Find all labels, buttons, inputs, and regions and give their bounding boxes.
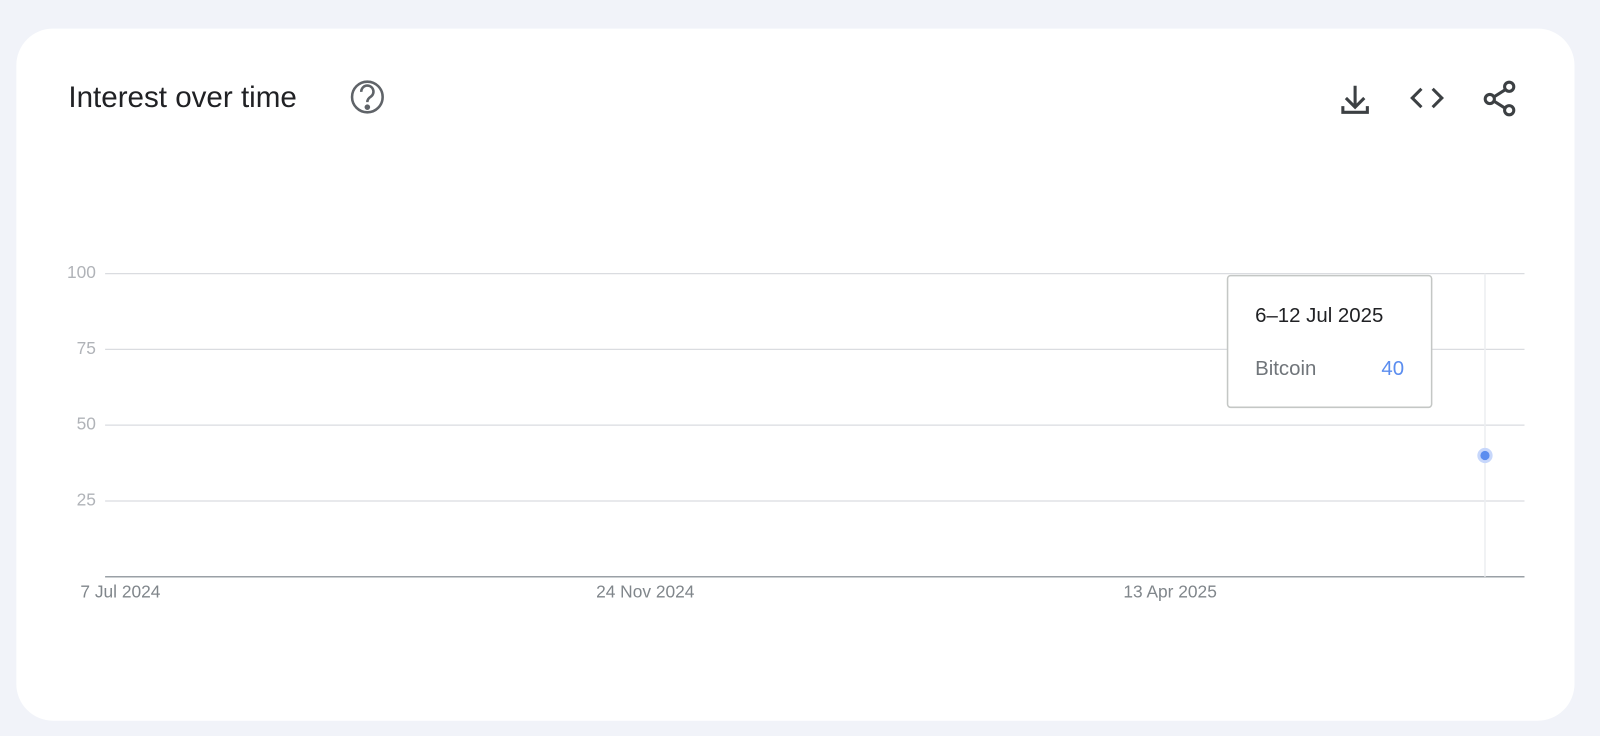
y-tick-label: 50: [77, 414, 96, 434]
share-icon[interactable]: [1483, 80, 1516, 117]
x-tick-label: 7 Jul 2024: [80, 582, 160, 602]
y-tick-label: 75: [77, 338, 96, 358]
card: [16, 28, 1575, 721]
tooltip-series: Bitcoin: [1255, 358, 1316, 380]
tooltip: 6–12 Jul 2025 Bitcoin 40: [1226, 274, 1433, 409]
download-icon[interactable]: [1341, 85, 1369, 114]
tooltip-box: [1226, 274, 1433, 409]
hover-point: [1477, 447, 1493, 464]
x-tick-label: 24 Nov 2024: [596, 582, 695, 602]
embed-icon[interactable]: [1410, 87, 1445, 109]
tooltip-title: 6–12 Jul 2025: [1255, 305, 1383, 327]
x-tick-label: 13 Apr 2025: [1123, 582, 1217, 602]
y-tick-label: 100: [67, 262, 96, 282]
tooltip-value: 40: [1381, 358, 1404, 380]
help-icon[interactable]: [350, 80, 384, 114]
card-title: Interest over time: [68, 81, 296, 114]
y-tick-label: 25: [77, 490, 96, 510]
plot: 25 50 75 100 7 Jul 2024 24 Nov 2024 13 Apr 202…: [67, 262, 1525, 602]
